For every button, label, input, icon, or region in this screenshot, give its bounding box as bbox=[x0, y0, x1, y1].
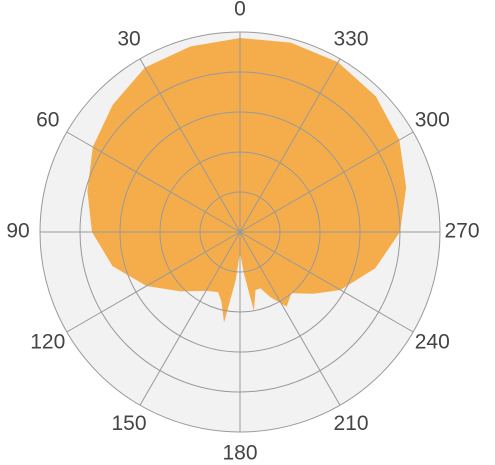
theta-tick-label: 240 bbox=[415, 331, 450, 354]
grid-spoke bbox=[139, 58, 241, 233]
grid-spoke bbox=[239, 231, 414, 333]
theta-tick-label: 0 bbox=[234, 0, 246, 21]
grid-spoke bbox=[66, 231, 241, 333]
theta-tick-label: 90 bbox=[6, 220, 29, 243]
grid-spoke bbox=[239, 231, 341, 406]
theta-tick-label: 30 bbox=[117, 27, 140, 50]
grid-spoke bbox=[66, 131, 241, 233]
theta-tick-label: 180 bbox=[222, 442, 257, 465]
grid-spoke bbox=[239, 58, 341, 233]
theta-tick-label: 120 bbox=[30, 331, 65, 354]
theta-tick-label: 300 bbox=[415, 109, 450, 132]
pattern-area bbox=[87, 38, 407, 323]
theta-tick-label: 210 bbox=[333, 412, 368, 435]
theta-tick-label: 60 bbox=[36, 109, 59, 132]
grid-spoke bbox=[139, 231, 241, 406]
theta-tick-label: 150 bbox=[111, 412, 146, 435]
grid-spoke bbox=[239, 131, 414, 233]
theta-tick-label: 270 bbox=[444, 220, 479, 243]
theta-tick-label: 330 bbox=[333, 27, 368, 50]
